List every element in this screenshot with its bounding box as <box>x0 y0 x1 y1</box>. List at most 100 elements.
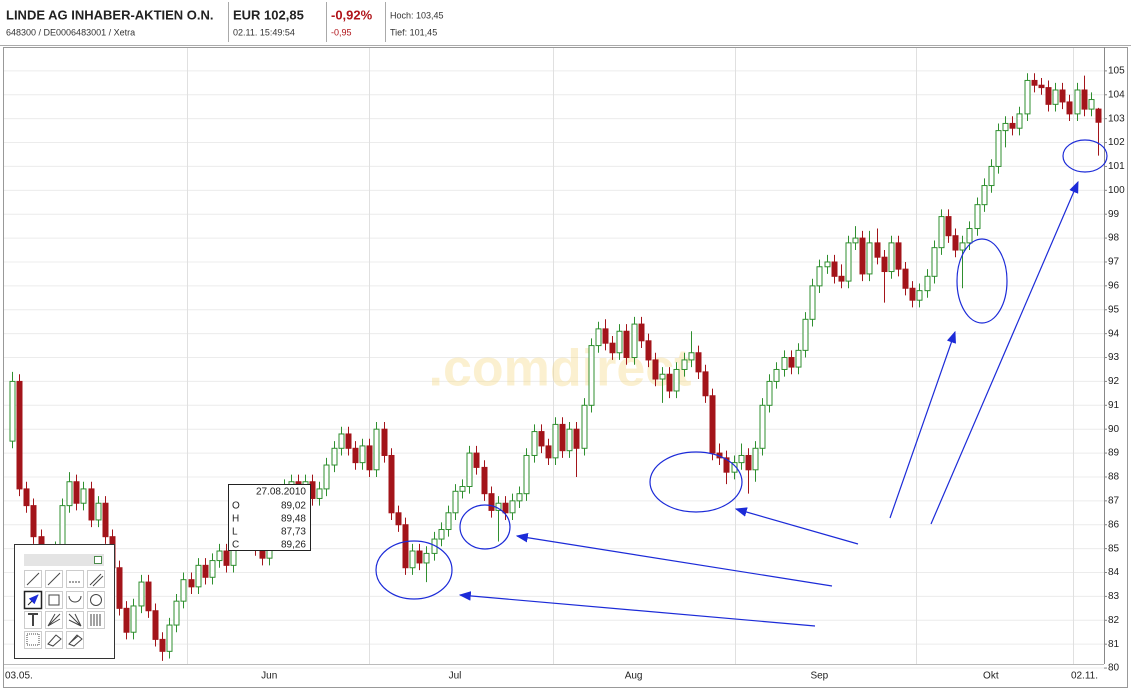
annotation-ellipse <box>649 451 743 513</box>
x-tick-label: 03.05. <box>5 671 33 682</box>
candle-body <box>216 550 223 562</box>
y-tick-label: 94 <box>1108 328 1120 339</box>
candle-body <box>180 579 187 602</box>
candle-body <box>831 261 838 277</box>
candle-body <box>345 433 352 449</box>
candle-body <box>623 330 630 359</box>
candle-body <box>559 423 566 452</box>
candle-body <box>1045 87 1052 105</box>
candle-body <box>1081 89 1088 110</box>
candle-body <box>709 395 716 454</box>
tooltip-value: 89,02 <box>281 501 306 512</box>
candle-body <box>331 447 338 466</box>
candle-body <box>423 552 430 564</box>
candle-body <box>816 266 823 287</box>
candle-body <box>845 242 852 282</box>
candle-body <box>938 216 945 249</box>
candle-body <box>581 404 588 449</box>
candle-body <box>881 256 888 273</box>
watermark: .comdirect <box>429 340 692 398</box>
tool-hdash[interactable] <box>66 570 84 588</box>
tool-fib-fan[interactable] <box>66 611 84 629</box>
candle-body <box>924 275 931 292</box>
toolbar-icons <box>23 570 105 649</box>
candle-body <box>752 447 759 471</box>
candle-body <box>195 564 202 588</box>
candle-body <box>16 380 23 490</box>
candle-body <box>974 204 981 230</box>
timestamp: 02.11. 15:49:54 <box>233 27 295 37</box>
candle-body <box>981 185 988 206</box>
stock-name: LINDE AG INHABER-AKTIEN O.N. <box>6 7 214 22</box>
tool-eraser[interactable] <box>45 631 63 649</box>
candle-body <box>552 423 559 459</box>
tool-channel[interactable] <box>87 570 105 588</box>
candle-body <box>466 452 473 488</box>
tooltip-key: C <box>232 540 239 551</box>
candle-body <box>473 452 480 468</box>
annotations <box>375 139 1108 627</box>
candle-body <box>702 371 709 397</box>
y-tick-label: 88 <box>1108 472 1120 483</box>
candle-body <box>352 447 359 464</box>
candle-body <box>223 550 230 566</box>
candle-body <box>1059 89 1066 103</box>
candle-body <box>1074 89 1081 115</box>
tool-fan[interactable] <box>45 611 63 629</box>
tool-vlines[interactable] <box>87 611 105 629</box>
candle-body <box>166 624 173 652</box>
candle-body <box>73 481 80 504</box>
candle-body <box>88 488 95 521</box>
y-tick-label: 86 <box>1108 519 1120 530</box>
candle-body <box>959 242 966 251</box>
y-tick-label: 82 <box>1108 615 1120 626</box>
candle-body <box>95 502 102 521</box>
y-tick-label: 103 <box>1108 113 1125 124</box>
candle-body <box>631 323 638 359</box>
candle-body <box>209 560 216 578</box>
tool-rect[interactable] <box>45 591 63 609</box>
candle-body <box>502 502 509 514</box>
y-tick-label: 104 <box>1108 89 1125 100</box>
candle-body <box>638 323 645 342</box>
tool-circle[interactable] <box>87 591 105 609</box>
day-low: Tief: 101,45 <box>390 27 437 37</box>
x-tick-label: Sep <box>810 671 828 682</box>
y-tick-label: 89 <box>1108 448 1120 459</box>
tool-erase-all[interactable] <box>66 631 84 649</box>
candle-body <box>773 368 780 382</box>
y-tick-label: 101 <box>1108 161 1125 172</box>
candle-body <box>895 242 902 270</box>
candle-body <box>459 486 466 492</box>
tooltip-key: L <box>232 527 238 538</box>
tool-arrow[interactable] <box>23 590 43 610</box>
tool-arc[interactable] <box>66 591 84 609</box>
tool-grid[interactable] <box>24 631 42 649</box>
candle-body <box>138 581 145 607</box>
y-tick-label: 90 <box>1108 424 1120 435</box>
candle-body <box>666 373 673 392</box>
candle-body <box>595 328 602 347</box>
tool-line[interactable] <box>24 570 42 588</box>
candle-body <box>824 261 831 268</box>
candle-body <box>130 605 137 633</box>
y-tick-label: 83 <box>1108 591 1120 602</box>
candle-body <box>202 564 209 578</box>
candle-body <box>488 493 495 511</box>
candle-body <box>402 524 409 569</box>
candle-body <box>9 380 16 442</box>
tool-hline[interactable] <box>45 570 63 588</box>
tool-text[interactable] <box>24 611 42 629</box>
candle-body <box>988 165 995 187</box>
candle-body <box>123 607 130 633</box>
candle-body <box>359 445 366 464</box>
candle-body <box>173 600 180 626</box>
candle-body <box>152 610 159 640</box>
drawing-toolbar <box>14 544 115 659</box>
candle-body <box>1031 79 1038 86</box>
candle-body <box>902 268 909 289</box>
candle-body <box>395 512 402 526</box>
toolbar-close[interactable] <box>94 556 102 564</box>
candle-body <box>852 237 859 244</box>
